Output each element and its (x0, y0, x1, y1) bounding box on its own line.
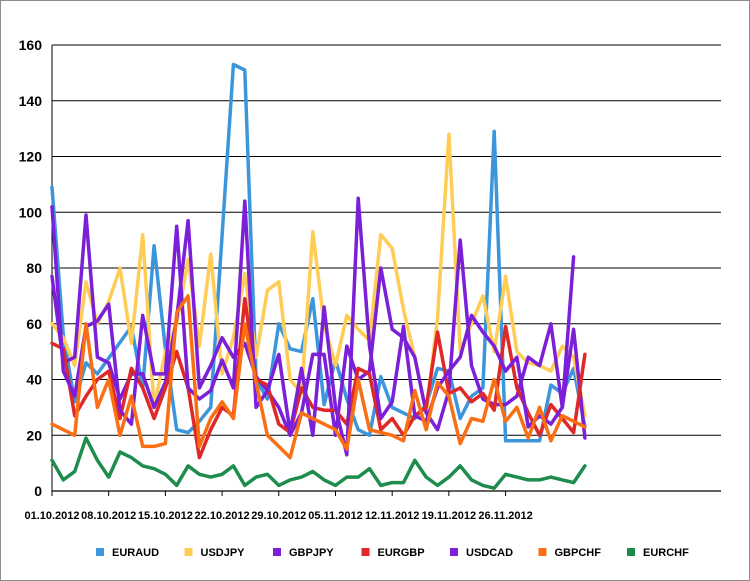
series-line-eurchf (50, 436, 587, 490)
x-tick-label: 12.11.2012 (365, 510, 419, 522)
series-line-eurgbp (50, 296, 587, 460)
series-line-gbpchf (50, 294, 587, 460)
y-tick-label: 0 (34, 483, 42, 499)
legend-swatch (627, 548, 635, 556)
y-tick-label: 160 (19, 37, 43, 53)
legend-label: EURCHF (643, 547, 689, 559)
legend-swatch (450, 548, 458, 556)
x-tick-label: 26.11.2012 (478, 510, 532, 522)
legend-swatch (273, 548, 281, 556)
y-tick-label: 120 (19, 149, 43, 165)
x-tick-label: 05.11.2012 (308, 510, 362, 522)
series-lines (50, 62, 587, 490)
x-tick-label: 19.11.2012 (422, 510, 476, 522)
legend-label: USDCAD (466, 547, 513, 559)
legend-swatch (361, 548, 370, 556)
legend-label: EURGBP (378, 547, 425, 559)
series-line-usdcad (50, 196, 576, 457)
x-tick-label: 29.10.2012 (251, 510, 306, 522)
legend-label: USDJPY (201, 547, 246, 559)
y-tick-label: 140 (19, 93, 43, 109)
legend-item-usdjpy: USDJPY (184, 547, 246, 559)
x-tick-label: 22.10.2012 (195, 510, 250, 522)
legend-label: GBPJPY (289, 547, 334, 559)
legend-item-gbpjpy: GBPJPY (273, 547, 334, 559)
legend-swatch (96, 548, 104, 556)
legend-item-eurchf: EURCHF (627, 547, 689, 559)
y-tick-label: 100 (19, 204, 43, 220)
legend-item-euraud: EURAUD (96, 547, 159, 559)
legend-swatch (538, 548, 547, 556)
x-tick-label: 01.10.2012 (24, 510, 79, 522)
legend-item-eurgbp: EURGBP (361, 547, 425, 559)
legend-item-gbpchf: GBPCHF (538, 547, 602, 559)
y-tick-label: 20 (26, 427, 42, 443)
legend-swatch (184, 548, 193, 556)
series-line-usdjpy (50, 132, 587, 418)
y-axis: 0 20 40 60 80 100 120 140 160 (19, 37, 53, 499)
y-tick-label: 80 (26, 260, 42, 276)
gridlines (52, 44, 721, 436)
x-tick-label: 08.10.2012 (81, 510, 136, 522)
legend-label: EURAUD (112, 547, 159, 559)
x-tick-label: 15.10.2012 (138, 510, 193, 522)
legend-label: GBPCHF (555, 547, 602, 559)
legend: EURAUD USDJPY GBPJPY EURGBP USDCAD GBPCHF EURC… (96, 547, 689, 559)
legend-item-usdcad: USDCAD (450, 547, 513, 559)
x-axis: 01.10.2012 08.10.2012 15.10.2012 22.10.2012… (24, 490, 721, 522)
y-tick-label: 60 (26, 316, 42, 332)
y-tick-label: 40 (26, 372, 42, 388)
